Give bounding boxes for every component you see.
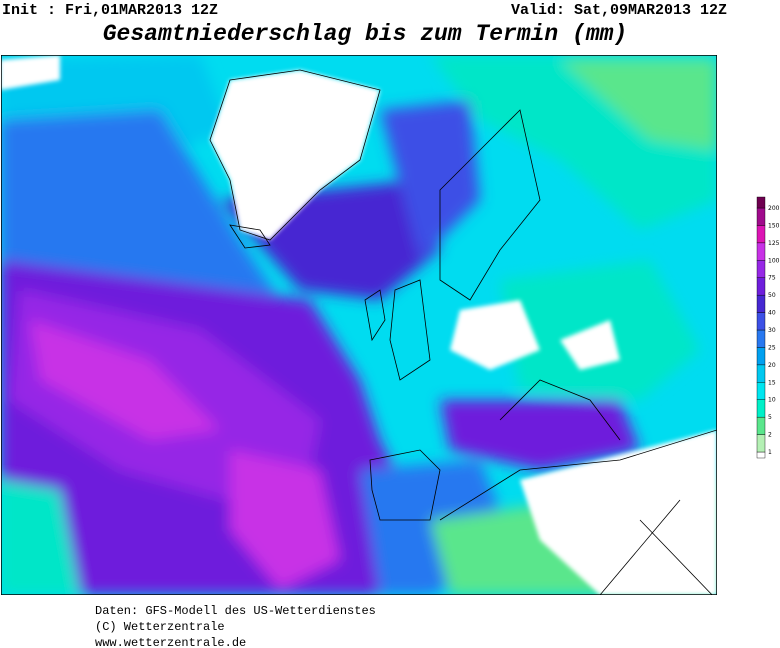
colorbar-label: 50 xyxy=(768,292,776,299)
colorbar-segment xyxy=(756,242,766,261)
colorbar-label: 150 xyxy=(768,222,780,229)
precipitation-map xyxy=(1,55,717,595)
colorbar-label: 1 xyxy=(768,449,772,456)
colorbar-label: 20 xyxy=(768,362,776,369)
colorbar-label: 15 xyxy=(768,379,776,386)
colorbar-segment xyxy=(756,196,766,209)
map-title: Gesamtniederschlag bis zum Termin (mm) xyxy=(103,21,628,47)
colorbar-segment xyxy=(756,416,766,435)
init-time: Init : Fri,01MAR2013 12Z xyxy=(2,2,218,19)
colorbar-segment xyxy=(756,260,766,278)
coastlines xyxy=(209,69,717,595)
colorbar-segment xyxy=(756,329,766,348)
colorbar-label: 25 xyxy=(768,344,776,351)
colorbar-segment xyxy=(756,451,766,459)
footer-line: (C) Wetterzentrale xyxy=(95,620,225,634)
colorbar-segment xyxy=(756,225,766,244)
colorbar-segment xyxy=(756,207,766,226)
colorbar-label: 200 xyxy=(768,205,780,212)
footer-line: Daten: GFS-Modell des US-Wetterdienstes xyxy=(95,604,376,618)
colorbar-label: 75 xyxy=(768,275,776,282)
colorbar-label: 40 xyxy=(768,310,776,317)
colorbar-segment xyxy=(756,434,766,453)
colorbar-segment xyxy=(756,347,766,366)
colorbar-label: 10 xyxy=(768,397,776,404)
colorbar-label: 125 xyxy=(768,240,780,247)
colorbar-segment xyxy=(756,312,766,331)
colorbar-segment xyxy=(756,277,766,296)
valid-time: Valid: Sat,09MAR2013 12Z xyxy=(511,2,727,19)
colorbar-label: 2 xyxy=(768,432,772,439)
footer-line: www.wetterzentrale.de xyxy=(95,636,246,648)
colorbar-segment xyxy=(756,382,766,400)
colorbar-label: 30 xyxy=(768,327,776,334)
colorbar-segment xyxy=(756,364,766,383)
colorbar-segment xyxy=(756,399,766,418)
colorbar-label: 100 xyxy=(768,257,780,264)
colorbar-segment xyxy=(756,294,766,313)
colorbar-label: 5 xyxy=(768,414,772,421)
